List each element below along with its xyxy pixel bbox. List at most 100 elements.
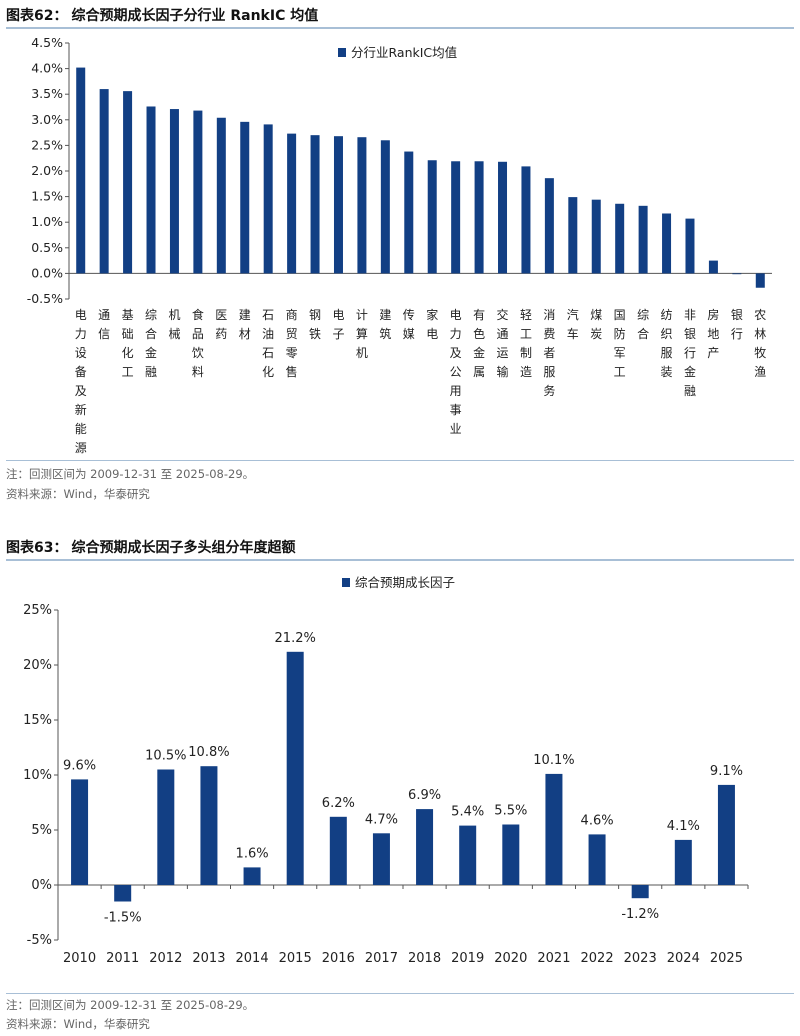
bar <box>216 117 226 274</box>
category-label: 有色金属 <box>473 308 485 379</box>
y-tick-label: 1.0% <box>31 214 63 229</box>
category-label: 基础化工 <box>122 308 134 379</box>
bar <box>99 89 109 274</box>
y-tick-label: 15% <box>23 713 52 728</box>
y-tick-label: 2.0% <box>31 163 63 178</box>
category-label: 纺织服装 <box>661 308 673 379</box>
bar <box>114 885 132 902</box>
figure62-top-rule <box>6 27 794 29</box>
figure63-source: 资料来源：Wind，华泰研究 <box>6 1017 150 1031</box>
bar <box>674 839 692 885</box>
bar <box>329 816 347 885</box>
category-label: 消费者服务 <box>543 308 555 398</box>
category-label: 2020 <box>494 951 527 966</box>
category-label: 综合金融 <box>145 308 157 379</box>
bar <box>193 110 203 274</box>
category-label: 非银行金融 <box>684 308 696 398</box>
category-label: 银行 <box>731 308 743 341</box>
bar <box>662 213 672 274</box>
bar <box>521 166 531 274</box>
y-tick-label: 4.5% <box>31 35 63 50</box>
category-label: 电子 <box>332 308 344 341</box>
bar <box>71 779 89 885</box>
bar <box>416 809 434 885</box>
bar <box>380 140 390 274</box>
data-label: 6.2% <box>322 796 355 811</box>
category-label: 2013 <box>192 951 225 966</box>
y-tick-label: 2.5% <box>31 137 63 152</box>
data-label: 10.1% <box>533 753 574 768</box>
bar <box>588 834 606 885</box>
category-label: 2010 <box>63 951 96 966</box>
category-label: 2019 <box>451 951 484 966</box>
bar <box>427 160 437 274</box>
figure62-note: 注：回测区间为 2009-12-31 至 2025-08-29。 <box>6 467 255 481</box>
category-label: 煤炭 <box>590 308 602 341</box>
y-tick-label: 4.0% <box>31 61 63 76</box>
bar <box>615 203 625 274</box>
category-label: 2023 <box>624 951 657 966</box>
legend-swatch <box>342 578 350 587</box>
legend-label: 综合预期成长因子 <box>355 575 455 590</box>
category-label: 医药 <box>215 308 227 341</box>
category-label: 国防军工 <box>614 308 626 379</box>
y-tick-label: 3.0% <box>31 112 63 127</box>
bar <box>717 784 735 885</box>
category-label: 2025 <box>710 951 743 966</box>
data-label: -1.5% <box>104 911 142 926</box>
data-label: 5.5% <box>494 804 527 819</box>
figure62-source: 资料来源：Wind，华泰研究 <box>6 487 150 501</box>
bar <box>459 825 477 885</box>
category-label: 通信 <box>98 308 110 341</box>
data-label: 10.5% <box>145 749 186 764</box>
y-tick-label: 0.5% <box>31 240 63 255</box>
category-label: 机械 <box>168 308 180 341</box>
figure62-label: 图表62： <box>6 8 68 24</box>
category-label: 房地产 <box>707 307 719 360</box>
bar <box>372 833 390 885</box>
bar <box>545 773 563 885</box>
category-label: 2018 <box>408 951 441 966</box>
bar <box>357 137 367 274</box>
bar <box>591 199 601 274</box>
data-label: 6.9% <box>408 788 441 803</box>
bar <box>732 273 742 275</box>
category-label: 2024 <box>667 951 700 966</box>
bar <box>755 273 765 288</box>
category-label: 2014 <box>236 951 269 966</box>
figure62-title: 综合预期成长因子分行业 RankIC 均值 <box>71 8 319 24</box>
y-tick-label: 10% <box>23 768 52 783</box>
bar <box>685 218 695 274</box>
data-label: 4.1% <box>667 819 700 834</box>
y-tick-label: 0.0% <box>31 265 63 280</box>
bar <box>243 867 261 885</box>
category-label: 食品饮料 <box>192 307 204 379</box>
category-label: 家电 <box>426 307 438 341</box>
bar <box>638 205 648 274</box>
category-label: 2011 <box>106 951 139 966</box>
bar <box>286 651 304 885</box>
rankic-bar-chart: -0.5% 0.0% 0.5% 1.0% 1.5% 2.0% 2.5% 3.0% 3.5% 4.0… <box>27 35 772 455</box>
bar <box>157 769 175 885</box>
bar <box>76 67 86 274</box>
bar <box>544 178 554 274</box>
bar <box>502 824 520 885</box>
bar <box>123 91 133 274</box>
bar <box>568 197 578 274</box>
category-label: 商贸零售 <box>286 307 298 379</box>
bar <box>146 106 156 274</box>
category-label: 2022 <box>581 951 614 966</box>
bar <box>240 121 250 274</box>
data-label: -1.2% <box>621 907 659 922</box>
category-label: 石油石化 <box>262 308 274 379</box>
category-label: 2016 <box>322 951 355 966</box>
category-label: 计算机 <box>356 308 368 360</box>
figure63-note: 注：回测区间为 2009-12-31 至 2025-08-29。 <box>6 998 255 1012</box>
bar <box>404 151 414 274</box>
y-tick-label: 3.5% <box>31 86 63 101</box>
category-label: 汽车 <box>567 307 579 341</box>
bar <box>333 136 343 274</box>
category-label: 2012 <box>149 951 182 966</box>
category-label: 传媒 <box>403 307 415 341</box>
figure63-top-rule <box>6 559 794 561</box>
